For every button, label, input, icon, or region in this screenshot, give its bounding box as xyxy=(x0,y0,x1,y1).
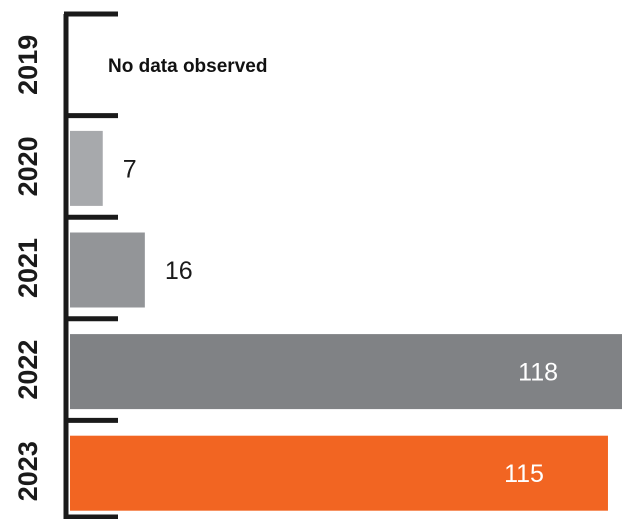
bar xyxy=(70,334,622,410)
category-label: 2020 xyxy=(13,136,43,196)
category-label: 2019 xyxy=(13,35,43,95)
bar xyxy=(70,232,145,308)
data-label: 118 xyxy=(518,359,558,387)
data-label: 115 xyxy=(504,460,544,488)
category-label: 2023 xyxy=(13,441,43,501)
bar xyxy=(70,435,608,511)
bar xyxy=(70,130,103,206)
category-label: 2021 xyxy=(13,238,43,298)
no-data-note: No data observed xyxy=(108,56,267,77)
category-label: 2022 xyxy=(13,340,43,400)
data-label: 16 xyxy=(165,257,193,285)
data-label: 7 xyxy=(123,155,137,183)
